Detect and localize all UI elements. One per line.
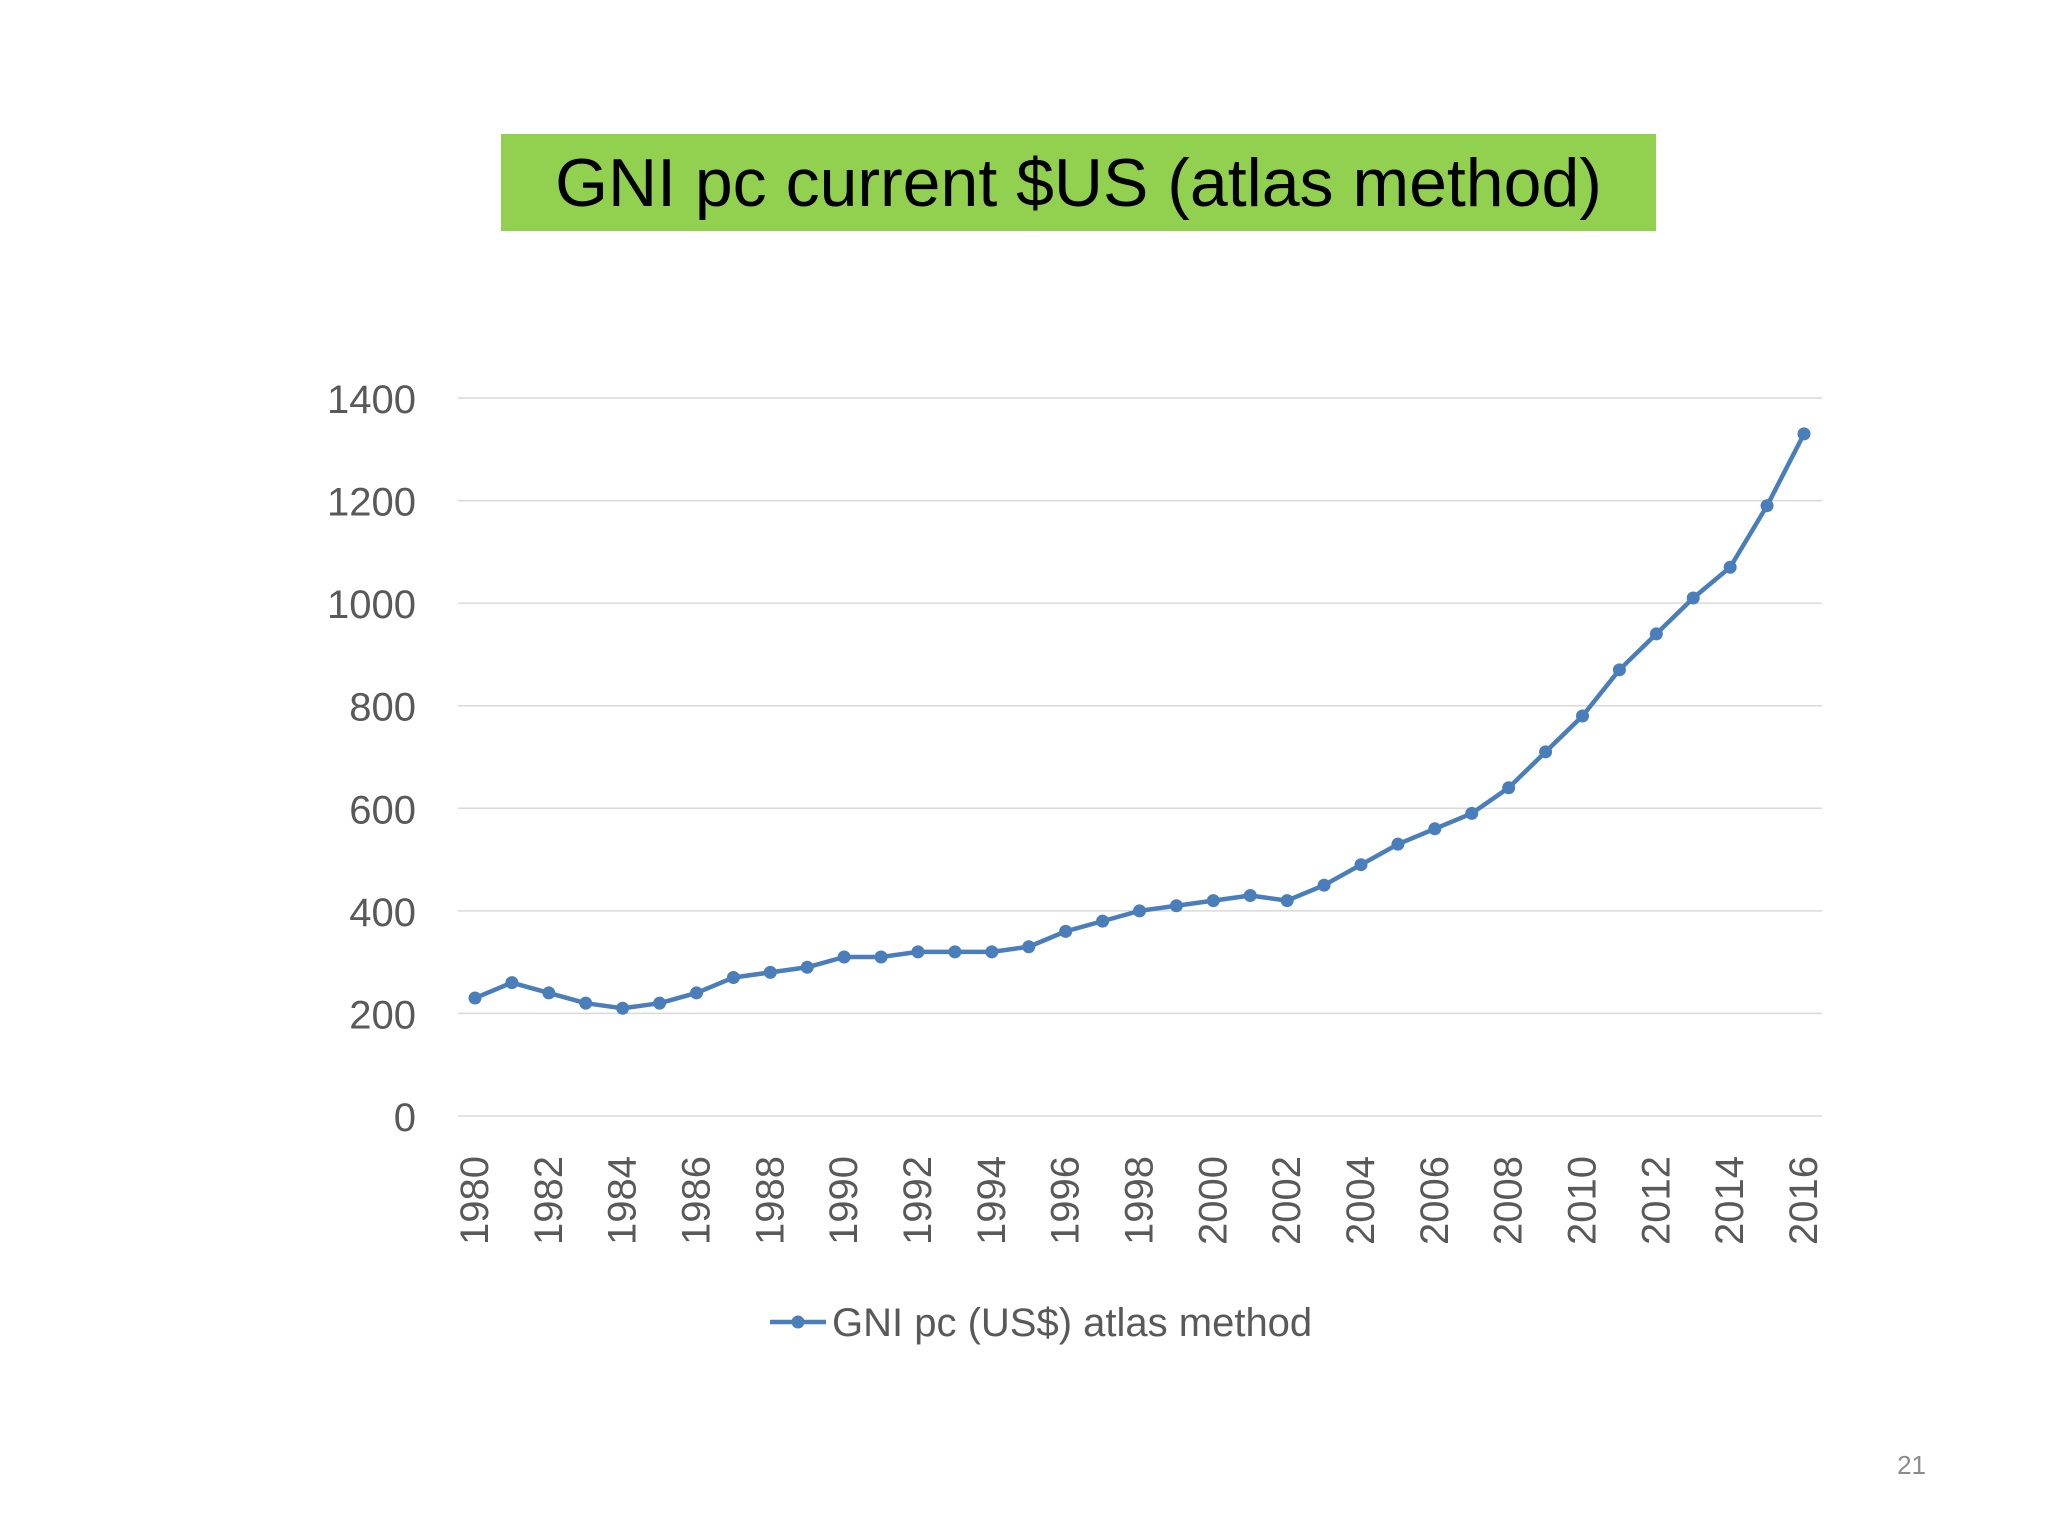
data-point-2011 — [1612, 663, 1626, 677]
data-point-1986 — [690, 986, 703, 1000]
x-tick-label: 1990 — [822, 1156, 866, 1245]
legend-label: GNI pc (US$) atlas method — [832, 1301, 1312, 1345]
y-tick-label: 400 — [349, 891, 416, 935]
data-point-2012 — [1649, 627, 1663, 641]
data-point-2015 — [1760, 499, 1774, 513]
y-tick-label: 1400 — [327, 378, 416, 422]
data-point-1991 — [874, 950, 888, 964]
page-number: 21 — [1897, 1450, 1926, 1480]
data-point-1982 — [542, 986, 556, 1000]
x-tick-label: 1986 — [675, 1156, 719, 1245]
data-point-1983 — [579, 996, 593, 1010]
data-point-1985 — [653, 996, 667, 1010]
x-tick-label: 2000 — [1191, 1156, 1235, 1245]
data-point-2001 — [1243, 888, 1257, 902]
slide-title-box: GNI pc current $US (atlas method) — [501, 134, 1656, 231]
x-tick-label: 1980 — [453, 1156, 497, 1245]
data-point-2003 — [1317, 878, 1331, 892]
x-tick-label: 2016 — [1782, 1156, 1826, 1245]
x-tick-label: 2010 — [1561, 1156, 1605, 1245]
data-point-1999 — [1169, 899, 1183, 913]
legend-marker — [791, 1315, 805, 1329]
data-point-2009 — [1539, 745, 1553, 759]
x-tick-label: 2002 — [1265, 1156, 1309, 1245]
x-tick-label: 1994 — [970, 1156, 1014, 1245]
data-point-1988 — [763, 965, 777, 979]
data-point-2016 — [1797, 427, 1811, 441]
data-point-1998 — [1133, 904, 1146, 918]
data-point-1981 — [505, 976, 519, 990]
data-point-1993 — [948, 945, 962, 959]
x-tick-label: 2012 — [1634, 1156, 1678, 1245]
data-point-2000 — [1206, 894, 1220, 908]
x-tick-label: 1998 — [1118, 1156, 1162, 1245]
data-point-1990 — [837, 950, 851, 964]
x-tick-label: 1988 — [748, 1156, 792, 1245]
y-tick-label: 200 — [349, 993, 416, 1037]
x-tick-label: 2008 — [1487, 1156, 1531, 1245]
data-point-1997 — [1096, 914, 1110, 928]
data-point-2004 — [1354, 858, 1368, 872]
y-tick-label: 800 — [349, 686, 416, 730]
data-point-2006 — [1428, 822, 1442, 836]
x-tick-label: 2004 — [1339, 1156, 1383, 1245]
data-point-2010 — [1576, 709, 1589, 723]
data-point-1989 — [800, 960, 814, 974]
x-tick-label: 1982 — [527, 1156, 571, 1245]
x-tick-label: 1984 — [601, 1156, 645, 1245]
x-tick-label: 1992 — [896, 1156, 940, 1245]
data-point-1980 — [468, 991, 482, 1005]
data-point-1984 — [616, 1001, 630, 1015]
x-tick-label: 2014 — [1708, 1156, 1752, 1245]
data-point-1994 — [985, 945, 999, 959]
data-point-1992 — [911, 945, 925, 959]
data-point-2007 — [1465, 806, 1479, 820]
y-tick-label: 600 — [349, 788, 416, 832]
data-point-2005 — [1391, 837, 1405, 851]
x-tick-label: 2006 — [1413, 1156, 1457, 1245]
y-tick-label: 1000 — [327, 583, 416, 627]
data-point-1996 — [1059, 924, 1073, 938]
data-point-2008 — [1502, 781, 1516, 795]
data-point-2014 — [1723, 560, 1737, 574]
y-tick-label: 1200 — [327, 481, 416, 525]
slide-title: GNI pc current $US (atlas method) — [555, 144, 1602, 221]
data-point-2013 — [1686, 591, 1700, 605]
x-tick-label: 1996 — [1044, 1156, 1088, 1245]
y-tick-label: 0 — [394, 1096, 416, 1140]
data-point-1995 — [1022, 940, 1036, 954]
data-point-1987 — [726, 971, 740, 985]
series-line — [472, 431, 1807, 1011]
data-point-2002 — [1280, 894, 1294, 908]
